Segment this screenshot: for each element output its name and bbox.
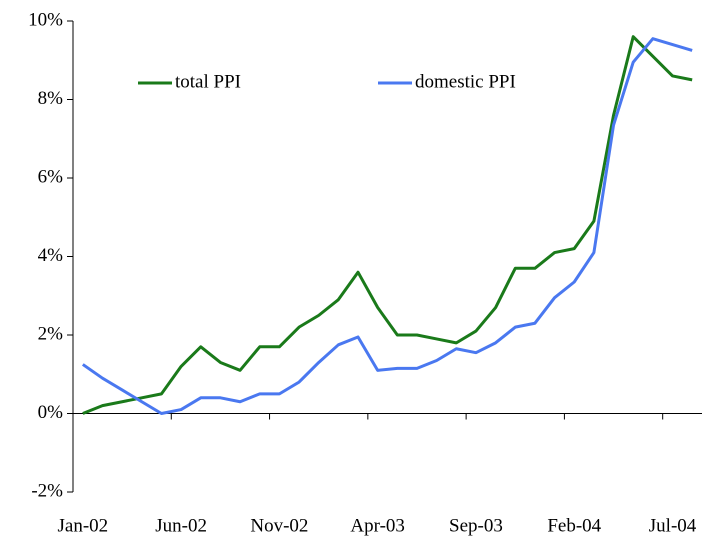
y-tick-label: 0% bbox=[38, 402, 64, 423]
legend-label: domestic PPI bbox=[415, 71, 516, 92]
series-line bbox=[82, 35, 693, 415]
series-line bbox=[81, 37, 693, 415]
y-tick-label: 4% bbox=[38, 245, 64, 266]
legend-label: total PPI bbox=[175, 71, 241, 92]
x-tick-label: Feb-04 bbox=[547, 515, 601, 536]
x-tick-label: Apr-03 bbox=[350, 515, 405, 536]
x-tick-label: Jan-02 bbox=[58, 515, 109, 536]
x-tick-label: Nov-02 bbox=[250, 515, 308, 536]
y-tick-label: 2% bbox=[38, 323, 64, 344]
y-tick-label: 10% bbox=[28, 9, 63, 30]
y-tick-label: 8% bbox=[38, 88, 64, 109]
y-tick-label: -2% bbox=[31, 480, 63, 501]
x-tick-label: Jul-04 bbox=[649, 515, 697, 536]
y-tick-label: 6% bbox=[38, 166, 64, 187]
x-tick-label: Sep-03 bbox=[449, 515, 503, 536]
x-tick-label: Jun-02 bbox=[155, 515, 207, 536]
